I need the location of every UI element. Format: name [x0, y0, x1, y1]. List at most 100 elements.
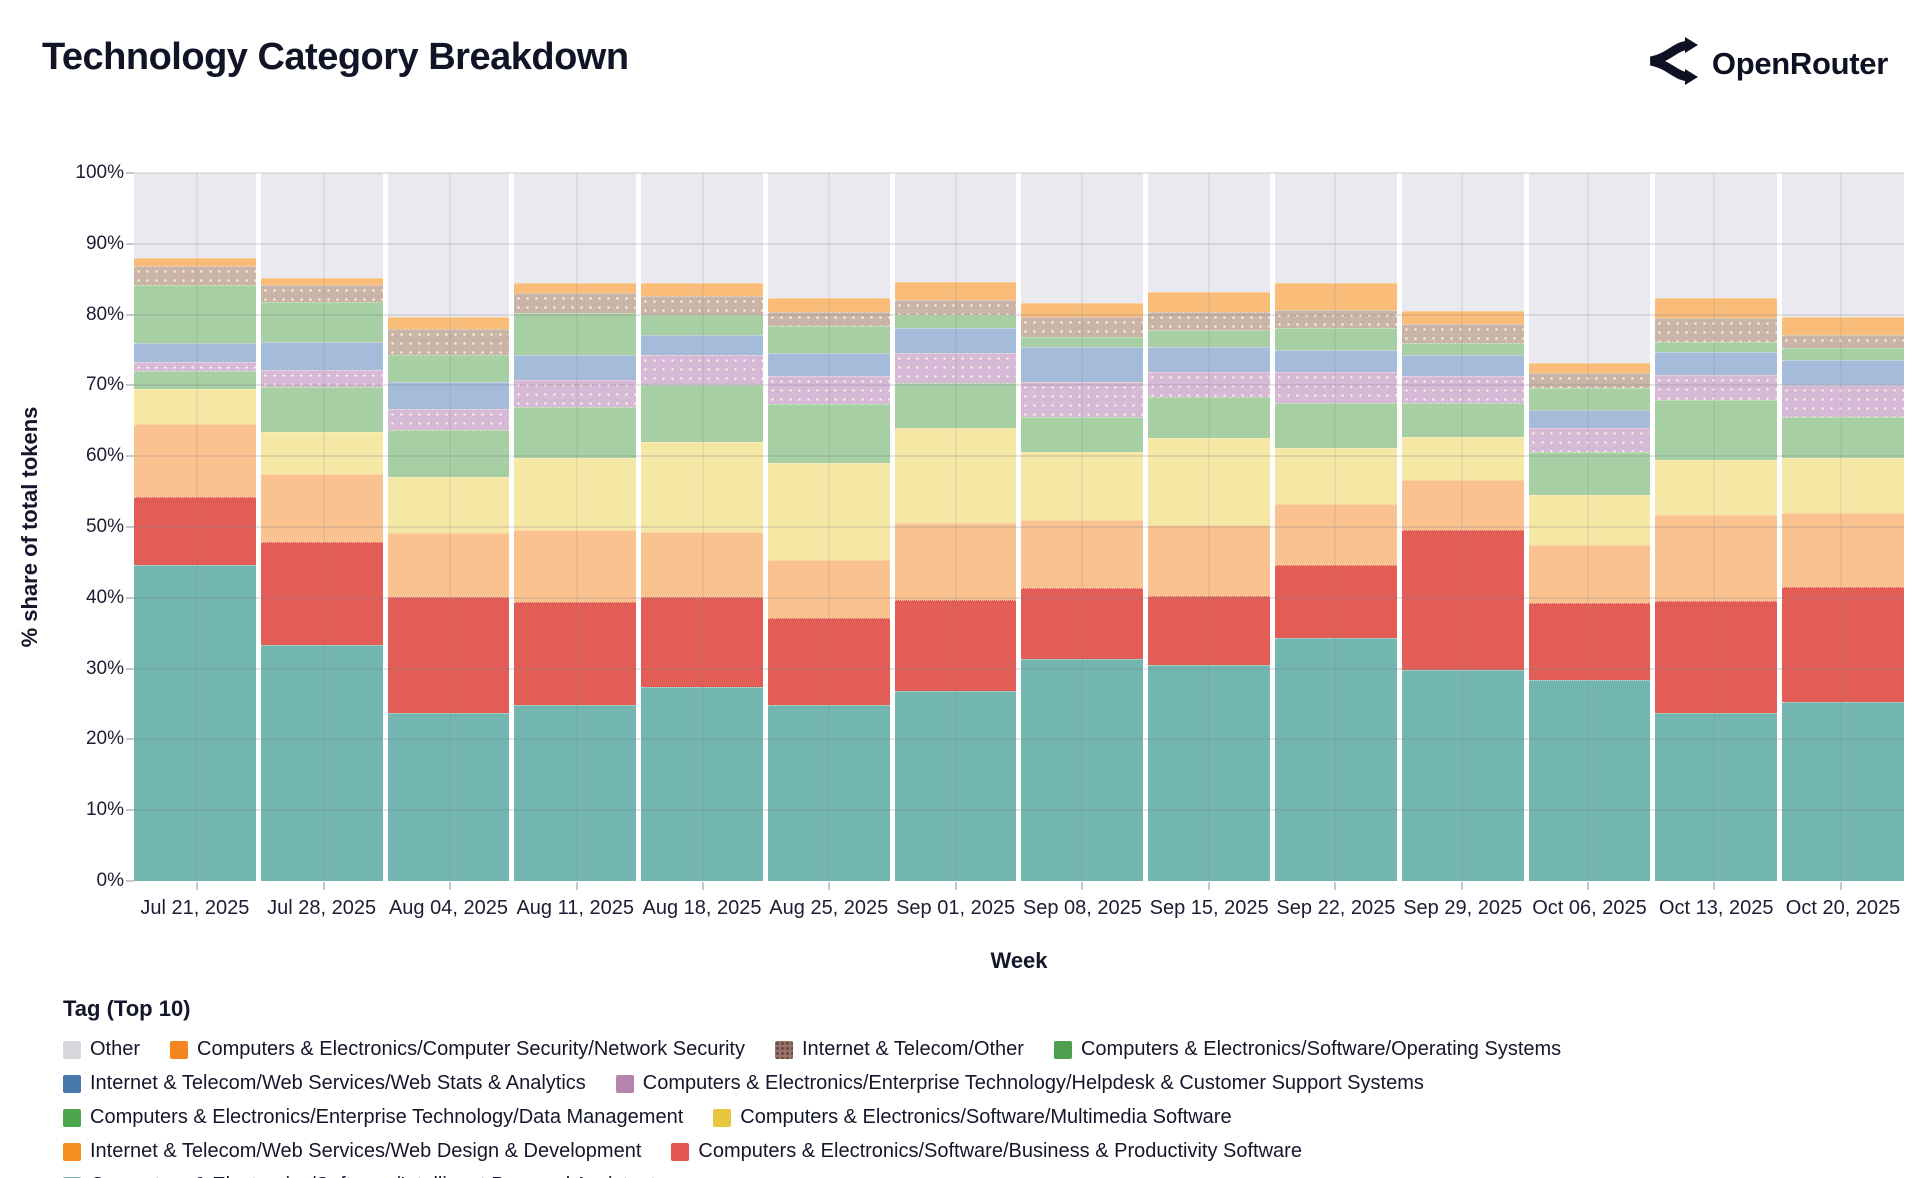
bar-oct-13-2025[interactable]: [1655, 173, 1778, 881]
bar-sep-01-2025[interactable]: [894, 173, 1017, 881]
bar-segment-data-management[interactable]: [514, 406, 637, 459]
bar-segment-internet-telecom-other[interactable]: [1782, 335, 1904, 348]
bar-segment-data-management[interactable]: [1401, 403, 1524, 438]
bar-segment-internet-telecom-other[interactable]: [1148, 311, 1271, 331]
bar-segment-multimedia-software[interactable]: [1021, 452, 1144, 520]
bar-segment-multimedia-software[interactable]: [894, 427, 1017, 523]
bar-segment-business-productivity-software[interactable]: [260, 541, 383, 645]
bar-segment-other[interactable]: [1401, 173, 1524, 312]
bar-segment-data-management[interactable]: [387, 430, 510, 477]
bar-segment-data-management[interactable]: [641, 384, 763, 443]
bar-segment-web-design-development[interactable]: [1021, 519, 1144, 588]
bar-segment-helpdesk-customer-support[interactable]: [1021, 381, 1144, 418]
bar-segment-other[interactable]: [894, 173, 1017, 283]
bar-segment-intelligent-personal-assistants[interactable]: [1782, 701, 1904, 881]
legend-item-web-design-development[interactable]: Internet & Telecom/Web Services/Web Desi…: [63, 1140, 641, 1163]
bar-segment-internet-telecom-other[interactable]: [387, 328, 510, 356]
bar-segment-multimedia-software[interactable]: [1275, 447, 1397, 505]
bar-segment-business-productivity-software[interactable]: [387, 597, 510, 714]
bar-segment-helpdesk-customer-support[interactable]: [514, 379, 637, 407]
bar-segment-helpdesk-customer-support[interactable]: [1275, 372, 1397, 404]
bar-segment-intelligent-personal-assistants[interactable]: [134, 565, 256, 881]
bar-segment-data-management[interactable]: [1782, 417, 1904, 459]
bar-segment-operating-systems[interactable]: [1528, 388, 1651, 411]
bar-segment-web-design-development[interactable]: [134, 424, 256, 498]
bar-segment-helpdesk-customer-support[interactable]: [1655, 374, 1778, 401]
legend-item-other[interactable]: Other: [63, 1038, 140, 1061]
bar-segment-business-productivity-software[interactable]: [641, 597, 763, 688]
bar-segment-data-management[interactable]: [767, 403, 890, 464]
bar-segment-business-productivity-software[interactable]: [767, 618, 890, 706]
bar-segment-web-stats-analytics[interactable]: [1401, 355, 1524, 377]
bar-segment-web-stats-analytics[interactable]: [767, 352, 890, 377]
bar-segment-business-productivity-software[interactable]: [1655, 601, 1778, 714]
bar-segment-internet-telecom-other[interactable]: [1528, 372, 1651, 389]
bar-segment-business-productivity-software[interactable]: [1528, 602, 1651, 680]
bar-segment-helpdesk-customer-support[interactable]: [1148, 371, 1271, 397]
bar-segment-web-design-development[interactable]: [260, 473, 383, 542]
bar-segment-other[interactable]: [1148, 173, 1271, 293]
bar-segment-multimedia-software[interactable]: [134, 388, 256, 425]
bar-segment-web-stats-analytics[interactable]: [134, 342, 256, 363]
bar-segment-other[interactable]: [1021, 173, 1144, 304]
bar-segment-web-stats-analytics[interactable]: [1782, 359, 1904, 385]
bar-segment-multimedia-software[interactable]: [641, 442, 763, 532]
bar-segment-web-stats-analytics[interactable]: [894, 328, 1017, 353]
legend-item-business-productivity-software[interactable]: Computers & Electronics/Software/Busines…: [671, 1140, 1302, 1163]
bar-segment-multimedia-software[interactable]: [260, 432, 383, 474]
bar-segment-network-security[interactable]: [1148, 292, 1271, 312]
bar-segment-operating-systems[interactable]: [260, 301, 383, 343]
bar-segment-other[interactable]: [134, 173, 256, 259]
bar-segment-internet-telecom-other[interactable]: [1021, 316, 1144, 338]
bar-segment-data-management[interactable]: [1021, 417, 1144, 452]
bar-segment-web-stats-analytics[interactable]: [1021, 347, 1144, 382]
bar-segment-business-productivity-software[interactable]: [1782, 587, 1904, 702]
bar-segment-web-design-development[interactable]: [894, 522, 1017, 600]
bar-segment-multimedia-software[interactable]: [1528, 495, 1651, 545]
legend-item-internet-telecom-other[interactable]: Internet & Telecom/Other: [775, 1038, 1024, 1061]
bar-segment-operating-systems[interactable]: [1021, 337, 1144, 348]
bar-aug-04-2025[interactable]: [387, 173, 510, 881]
bar-segment-intelligent-personal-assistants[interactable]: [767, 705, 890, 881]
bar-segment-web-design-development[interactable]: [387, 532, 510, 598]
bar-segment-network-security[interactable]: [1401, 311, 1524, 324]
bar-segment-web-design-development[interactable]: [767, 560, 890, 619]
bar-segment-business-productivity-software[interactable]: [1148, 595, 1271, 666]
bar-segment-web-stats-analytics[interactable]: [1275, 350, 1397, 372]
legend-item-network-security[interactable]: Computers & Electronics/Computer Securit…: [170, 1038, 745, 1061]
bar-segment-operating-systems[interactable]: [514, 313, 637, 356]
bar-segment-helpdesk-customer-support[interactable]: [1401, 376, 1524, 404]
bar-segment-web-design-development[interactable]: [514, 529, 637, 603]
bar-segment-intelligent-personal-assistants[interactable]: [1021, 658, 1144, 881]
bar-segment-helpdesk-customer-support[interactable]: [767, 376, 890, 404]
bar-oct-20-2025[interactable]: [1782, 173, 1904, 881]
bar-segment-internet-telecom-other[interactable]: [260, 284, 383, 302]
bar-segment-web-stats-analytics[interactable]: [260, 342, 383, 370]
bar-segment-helpdesk-customer-support[interactable]: [894, 352, 1017, 384]
bar-sep-15-2025[interactable]: [1148, 173, 1271, 881]
bar-segment-network-security[interactable]: [1021, 303, 1144, 317]
bar-aug-25-2025[interactable]: [767, 173, 890, 881]
bar-segment-other[interactable]: [387, 173, 510, 317]
bar-segment-operating-systems[interactable]: [894, 315, 1017, 329]
bar-segment-operating-systems[interactable]: [134, 284, 256, 343]
bar-segment-data-management[interactable]: [1275, 403, 1397, 448]
bar-segment-network-security[interactable]: [767, 298, 890, 312]
bar-segment-business-productivity-software[interactable]: [1401, 529, 1524, 671]
bar-segment-data-management[interactable]: [134, 371, 256, 389]
bar-segment-multimedia-software[interactable]: [767, 463, 890, 561]
bar-oct-06-2025[interactable]: [1528, 173, 1651, 881]
bar-segment-helpdesk-customer-support[interactable]: [1782, 384, 1904, 418]
bar-segment-web-design-development[interactable]: [1655, 514, 1778, 602]
bar-segment-multimedia-software[interactable]: [1401, 437, 1524, 481]
bar-segment-helpdesk-customer-support[interactable]: [134, 362, 256, 372]
bar-segment-other[interactable]: [1528, 173, 1651, 363]
bar-segment-business-productivity-software[interactable]: [514, 602, 637, 705]
bar-segment-intelligent-personal-assistants[interactable]: [894, 690, 1017, 881]
bar-segment-intelligent-personal-assistants[interactable]: [1148, 665, 1271, 881]
bar-segment-network-security[interactable]: [641, 282, 763, 297]
bar-segment-other[interactable]: [767, 173, 890, 299]
bar-segment-network-security[interactable]: [1655, 298, 1778, 319]
bar-segment-internet-telecom-other[interactable]: [134, 265, 256, 285]
bar-jul-28-2025[interactable]: [260, 173, 383, 881]
